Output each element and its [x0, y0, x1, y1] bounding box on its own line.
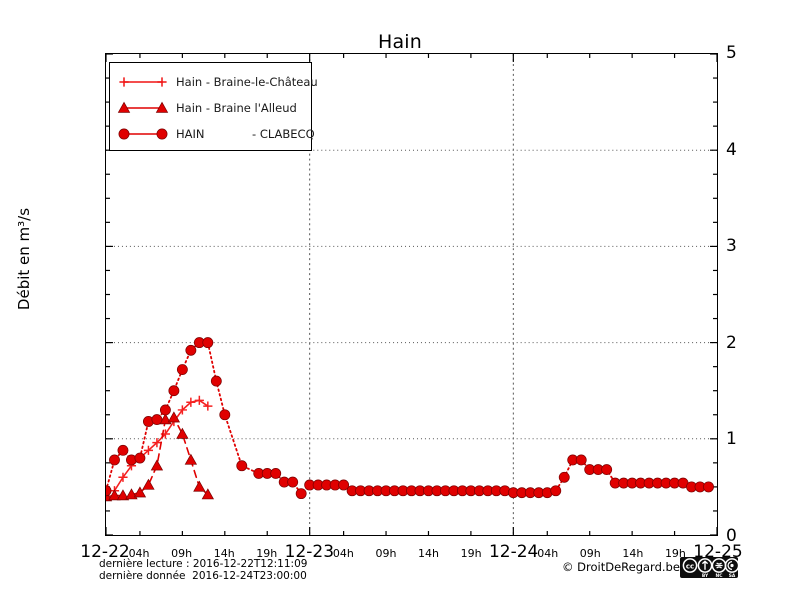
x-tick-label-major: 12-22: [80, 542, 130, 562]
x-tick-label-minor: 09h: [375, 547, 397, 560]
data-point: [168, 385, 180, 397]
data-point: [143, 445, 154, 455]
y-tick-label: 1: [726, 429, 737, 450]
data-point: [210, 375, 222, 387]
x-tick-label-major: 12-23: [284, 542, 335, 562]
data-point: [601, 464, 613, 476]
data-point: [287, 476, 299, 488]
x-tick-label-minor: 14h: [622, 547, 644, 560]
data-point: [159, 404, 171, 416]
chart-legend[interactable]: Hain - Braine-le-Château Hain - Braine l'…: [109, 62, 318, 151]
x-tick-label-minor: 04h: [537, 547, 559, 560]
data-point: [157, 77, 167, 87]
plot-area: [105, 53, 718, 536]
data-point: [236, 460, 248, 472]
footer-line-2: dernière donnée 2016-12-24T23:00:00: [99, 569, 307, 582]
data-point: [167, 411, 181, 423]
x-tick-label-minor: 09h: [579, 547, 601, 560]
data-point: [125, 488, 138, 500]
data-point: [575, 454, 587, 466]
legend-label: HAIN - CLABECQ: [176, 127, 315, 141]
x-tick-label-major: 12-24: [488, 542, 539, 562]
x-tick-label-minor: 04h: [128, 547, 150, 560]
legend-label: Hain - Braine-le-Château: [176, 75, 318, 89]
svg-text:BY: BY: [702, 573, 709, 578]
copyright-text: © DroitDeRegard.be: [562, 560, 680, 574]
circle-marker-icon: [110, 121, 176, 147]
x-tick-label-minor: 19h: [460, 547, 482, 560]
page-title: Hain: [377, 31, 423, 53]
data-point: [270, 468, 282, 479]
x-tick-label-minor: 19h: [256, 547, 278, 560]
triangle-marker-icon: [110, 95, 176, 121]
data-point: [201, 488, 215, 500]
x-tick-label-minor: 14h: [213, 547, 235, 560]
data-point: [159, 413, 172, 425]
footer-reading-info: dernière lecture : 2016-12-22T12:11:09 de…: [99, 558, 308, 582]
x-tick-label-minor: 09h: [171, 547, 193, 560]
data-point: [703, 481, 714, 493]
y-tick-label: 3: [726, 236, 737, 257]
data-point: [117, 101, 131, 113]
x-tick-label-minor: 19h: [664, 547, 686, 560]
y-tick-label: 4: [726, 139, 737, 160]
data-point: [133, 486, 147, 498]
data-point: [193, 480, 206, 492]
footer-line-1: dernière lecture : 2016-12-22T12:11:09: [99, 558, 308, 570]
data-point: [176, 427, 189, 439]
data-point: [176, 364, 188, 375]
x-tick-label-minor: 04h: [332, 547, 354, 560]
data-point: [150, 459, 164, 471]
data-point: [550, 485, 562, 497]
y-tick-label: 2: [726, 332, 737, 353]
data-point: [185, 344, 197, 356]
data-point: [142, 478, 155, 490]
data-point: [177, 405, 187, 415]
data-point: [156, 128, 168, 140]
data-point: [119, 77, 129, 87]
data-point: [118, 128, 130, 140]
svg-text:NC: NC: [716, 573, 723, 578]
y-tick-label: 0: [726, 526, 737, 546]
data-point: [194, 395, 204, 405]
data-point: [108, 489, 121, 501]
data-point: [184, 453, 198, 465]
data-point: [202, 337, 214, 349]
data-point: [558, 471, 570, 483]
svg-text:cc: cc: [686, 563, 694, 571]
series-line: [106, 341, 710, 496]
data-point: [109, 454, 120, 466]
plus-marker-icon: [110, 69, 176, 95]
creative-commons-badge: cc BY NC SA: [680, 557, 740, 579]
data-point: [186, 397, 196, 407]
data-point: [106, 485, 112, 497]
y-tick-label: 5: [726, 43, 737, 63]
legend-item-1[interactable]: Hain - Braine-le-Château: [110, 69, 318, 95]
data-point: [152, 438, 162, 448]
svg-text:SA: SA: [729, 573, 736, 578]
data-point: [118, 472, 128, 482]
legend-label: Hain - Braine l'Alleud: [176, 101, 297, 115]
x-tick-label-minor: 14h: [418, 547, 439, 560]
series-2: [106, 411, 215, 502]
series-3: [106, 337, 714, 500]
cc-badge-icon: cc BY NC SA: [682, 558, 740, 579]
legend-item-3[interactable]: HAIN - CLABECQ: [110, 121, 315, 147]
data-point: [203, 401, 213, 411]
data-point: [116, 489, 130, 501]
data-point: [155, 101, 169, 113]
y-axis-label: Débit en m³/s: [15, 207, 33, 311]
data-point: [134, 452, 146, 464]
data-point: [117, 444, 129, 456]
data-point: [295, 488, 307, 500]
legend-item-2[interactable]: Hain - Braine l'Alleud: [110, 95, 311, 121]
plot-canvas: [106, 54, 717, 535]
data-point: [219, 409, 231, 421]
data-point: [338, 479, 350, 491]
data-point: [151, 414, 163, 425]
